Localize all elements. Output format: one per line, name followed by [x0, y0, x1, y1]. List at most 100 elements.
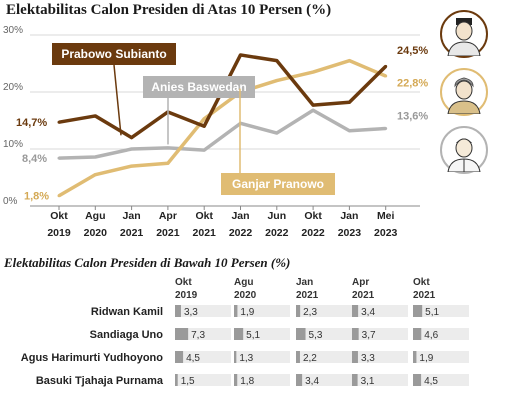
- data-point-prabowo: [347, 100, 351, 104]
- data-point-ganjar: [57, 194, 61, 198]
- x-tick-year: 2021: [193, 227, 217, 239]
- table-cell-value: 2,3: [303, 307, 317, 318]
- data-point-prabowo: [275, 59, 279, 63]
- table-cell-bar: [296, 374, 303, 386]
- data-point-prabowo: [311, 103, 315, 107]
- x-tick-year: 2022: [301, 227, 325, 239]
- table-col-year: 2021: [296, 290, 319, 301]
- callout-box-ganjar: [221, 173, 335, 195]
- table-cell-value: 3,7: [362, 330, 376, 341]
- table-cell-value: 7,3: [191, 330, 205, 341]
- table-col-year: 2020: [234, 290, 257, 301]
- table-cell-value: 1,8: [240, 376, 254, 387]
- series-start-label-prabowo: 14,7%: [16, 117, 47, 129]
- table-cell-bg: [352, 305, 408, 317]
- table-col-month: Agu: [234, 277, 253, 288]
- table-cell-bg: [234, 305, 290, 317]
- x-tick-year: 2019: [47, 227, 71, 239]
- table-cell-value: 2,2: [303, 353, 317, 364]
- data-point-ganjar: [311, 70, 315, 74]
- x-tick-month: Agu: [85, 210, 105, 222]
- x-tick-year: 2020: [84, 227, 108, 239]
- table-cell-bg: [175, 328, 231, 340]
- table-cell-value: 1,3: [239, 353, 253, 364]
- series-end-label-prabowo: 24,5%: [397, 45, 428, 57]
- table-cell-value: 3,3: [361, 353, 375, 364]
- data-point-ganjar: [384, 74, 388, 78]
- table-cell-bg: [296, 351, 352, 363]
- series-name-anies: Anies Baswedan: [151, 80, 246, 94]
- table-cell-value: 3,1: [361, 376, 375, 387]
- table-cell-bg: [413, 305, 469, 317]
- table-cell-bar: [296, 328, 306, 340]
- y-tick-label: 10%: [3, 139, 23, 150]
- x-tick-month: Jan: [231, 210, 249, 222]
- series-end-label-ganjar: 22,8%: [397, 77, 428, 89]
- callout-leader-prabowo: [113, 64, 122, 136]
- table-row-name: Agus Harimurti Yudhoyono: [21, 352, 163, 364]
- table-row-name: Sandiaga Uno: [90, 329, 164, 341]
- table-cell-bar: [234, 305, 238, 317]
- x-tick-year: 2022: [229, 227, 253, 239]
- table-cell-bg: [296, 328, 352, 340]
- table-cell-bar: [175, 328, 189, 340]
- table-cell-bg: [352, 374, 408, 386]
- data-point-anies: [311, 108, 315, 112]
- x-tick-year: 2022: [265, 227, 289, 239]
- table-col-month: Okt: [175, 277, 192, 288]
- table-cell-bar: [234, 328, 244, 340]
- x-tick-month: Jan: [340, 210, 358, 222]
- y-tick-label: 0%: [3, 196, 18, 207]
- table-cell-bar: [413, 328, 422, 340]
- table-cell-bar: [413, 351, 417, 363]
- table-col-month: Jan: [296, 277, 313, 288]
- table-cell-bg: [352, 351, 408, 363]
- data-point-anies: [57, 156, 61, 160]
- table-cell-bg: [234, 374, 290, 386]
- table-cell-value: 1,9: [419, 353, 433, 364]
- data-point-ganjar: [130, 164, 134, 168]
- table-cell-value: 4,5: [424, 376, 438, 387]
- table-cell-bar: [234, 351, 237, 363]
- table-cell-value: 3,3: [184, 307, 198, 318]
- data-point-ganjar: [347, 59, 351, 63]
- table-cell-value: 4,6: [424, 330, 438, 341]
- data-point-anies: [275, 131, 279, 135]
- table-col-year: 2021: [413, 290, 436, 301]
- table-cell-bg: [413, 351, 469, 363]
- data-point-anies: [166, 146, 170, 150]
- table-cell-bg: [175, 351, 231, 363]
- x-tick-month: Apr: [159, 210, 177, 222]
- series-start-label-ganjar: 1,8%: [24, 191, 49, 203]
- data-point-prabowo: [202, 124, 206, 128]
- data-point-prabowo: [93, 114, 97, 118]
- table-col-month: Okt: [413, 277, 430, 288]
- data-point-anies: [384, 126, 388, 130]
- table-cell-bg: [413, 328, 469, 340]
- table-cell-bar: [175, 374, 178, 386]
- series-line-anies: [58, 108, 386, 160]
- y-tick-label: 30%: [3, 25, 23, 36]
- table-cell-bg: [413, 374, 469, 386]
- data-point-ganjar: [275, 79, 279, 83]
- table-cell-bar: [234, 374, 238, 386]
- data-point-anies: [347, 129, 351, 133]
- table-cell-bar: [175, 305, 181, 317]
- x-tick-month: Jan: [123, 210, 141, 222]
- x-tick-month: Okt: [304, 210, 322, 222]
- data-point-prabowo: [57, 120, 61, 124]
- table-cell-value: 5,1: [425, 307, 439, 318]
- table-cell-value: 5,3: [309, 330, 323, 341]
- table-row-name: Ridwan Kamil: [91, 306, 163, 318]
- callout-box-prabowo: [52, 43, 176, 65]
- x-tick-year: 2023: [338, 227, 362, 239]
- table-cell-bg: [175, 374, 231, 386]
- table-row-name: Basuki Tjahaja Purnama: [36, 375, 164, 387]
- table-cell-bg: [296, 374, 352, 386]
- series-name-prabowo: Prabowo Subianto: [61, 47, 166, 61]
- x-tick-month: Mei: [377, 210, 395, 222]
- table-cell-bg: [234, 328, 290, 340]
- table-col-month: Apr: [352, 277, 369, 288]
- table-cell-bar: [296, 351, 300, 363]
